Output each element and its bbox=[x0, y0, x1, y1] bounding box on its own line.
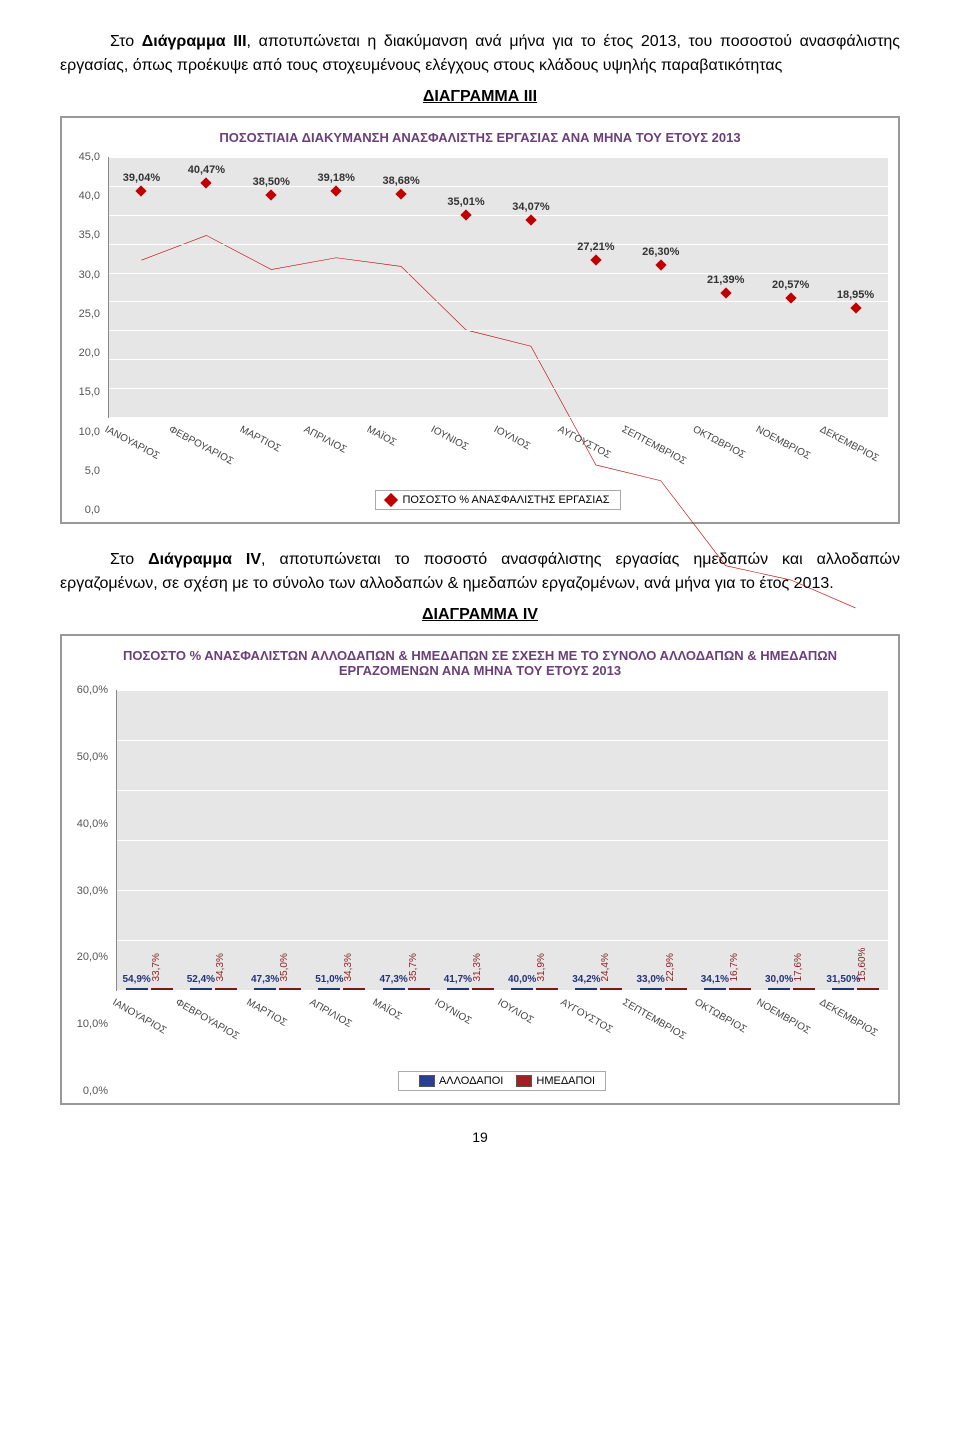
chart4-month-label: ΑΥΓΟΥΣΤΟΣ bbox=[564, 997, 627, 1067]
chart4-legend-swatch-1 bbox=[419, 1075, 435, 1087]
chart3-value-label: 39,04% bbox=[123, 172, 160, 184]
chart4-bar1-label: 41,7% bbox=[444, 974, 472, 985]
chart4-bar2-label: 33,7% bbox=[151, 953, 162, 981]
chart4-bar2-label: 17,6% bbox=[793, 953, 804, 981]
chart3-value-label: 18,95% bbox=[837, 288, 874, 300]
chart4-bar1-label: 54,9% bbox=[122, 974, 150, 985]
chart4-bar1-label: 47,3% bbox=[379, 974, 407, 985]
chart3-value-label: 40,47% bbox=[188, 164, 225, 176]
chart4-bar2-label: 31,9% bbox=[536, 953, 547, 981]
chart4-bar1-label: 33,0% bbox=[636, 974, 664, 985]
chart4-month-label: ΙΟΥΝΙΟΣ bbox=[438, 997, 501, 1067]
chart3-month-label: ΜΑΡΤΙΟΣ bbox=[243, 424, 307, 484]
chart4-month-label: ΟΚΤΩΒΡΙΟΣ bbox=[698, 997, 761, 1067]
chart4-legend: ΑΛΛΟΔΑΠΟΙ ΗΜΕΔΑΠΟΙ bbox=[116, 1071, 888, 1091]
chart3-month-label: ΔΕΚΕΜΒΡΙΟΣ bbox=[823, 424, 888, 484]
chart3-value-label: 26,30% bbox=[642, 246, 679, 258]
heading-chart3: ΔΙΑΓΡΑΜΜΑ III bbox=[423, 88, 537, 105]
p1-prefix: Στο bbox=[110, 33, 142, 50]
chart4-month-label: ΦΕΒΡΟΥΑΡΙΟΣ bbox=[179, 997, 250, 1067]
chart3-value-label: 34,07% bbox=[512, 201, 549, 213]
chart4-bar2-label: 24,4% bbox=[600, 953, 611, 981]
chart4-legend-label-1: ΑΛΛΟΔΑΠΟΙ bbox=[439, 1075, 503, 1087]
chart4-month-label: ΑΠΡΙΛΙΟΣ bbox=[313, 997, 376, 1067]
chart3-title: ΠΟΣΟΣΤΙΑΙΑ ΔΙΑΚΥΜΑΝΣΗ ΑΝΑΣΦΑΛΙΣΤΗΣ ΕΡΓΑΣ… bbox=[72, 130, 888, 145]
chart4-y-axis: 0,0%10,0%20,0%30,0%40,0%50,0%60,0% bbox=[68, 690, 112, 1091]
chart4-plot-area: 54,9%33,7%52,4%34,3%47,3%35,0%51,0%34,3%… bbox=[116, 690, 888, 991]
chart3-value-label: 27,21% bbox=[577, 241, 614, 253]
chart3-month-label: ΟΚΤΩΒΡΙΟΣ bbox=[696, 424, 760, 484]
chart3-x-axis: ΙΑΝΟΥΑΡΙΟΣΦΕΒΡΟΥΑΡΙΟΣΜΑΡΤΙΟΣΑΠΡΙΛΙΟΣΜΑΪΟ… bbox=[108, 424, 888, 484]
chart4-bar1-label: 31,50% bbox=[826, 974, 860, 985]
chart3-month-label: ΝΟΕΜΒΡΙΟΣ bbox=[759, 424, 823, 484]
chart4-container: ΠΟΣΟΣΤΟ % ΑΝΑΣΦΑΛΙΣΤΩΝ ΑΛΛΟΔΑΠΩΝ & ΗΜΕΔΑ… bbox=[60, 634, 900, 1105]
chart4-bar1-label: 51,0% bbox=[315, 974, 343, 985]
chart3-month-label: ΙΑΝΟΥΑΡΙΟΣ bbox=[108, 424, 172, 484]
chart4-bar1-label: 40,0% bbox=[508, 974, 536, 985]
chart4-legend-label-2: ΗΜΕΔΑΠΟΙ bbox=[536, 1075, 595, 1087]
chart4-month-label: ΣΕΠΤΕΜΒΡΙΟΣ bbox=[626, 997, 697, 1067]
chart3-month-label: ΜΑΪΟΣ bbox=[370, 424, 434, 484]
page-number: 19 bbox=[60, 1129, 900, 1145]
chart3-y-axis: 0,05,010,015,020,025,030,035,040,045,0 bbox=[68, 157, 104, 510]
chart4-bar2-label: 34,3% bbox=[343, 953, 354, 981]
chart4-legend-swatch-2 bbox=[516, 1075, 532, 1087]
chart3-month-label: ΑΠΡΙΛΙΟΣ bbox=[307, 424, 371, 484]
chart4-bar1-label: 34,1% bbox=[701, 974, 729, 985]
chart3-value-label: 38,50% bbox=[253, 175, 290, 187]
chart3-plot-area: 39,04% 40,47% 38,50% 39,18% 38,68% 35,01% 34,0… bbox=[108, 157, 888, 418]
chart3-container: ΠΟΣΟΣΤΙΑΙΑ ΔΙΑΚΥΜΑΝΣΗ ΑΝΑΣΦΑΛΙΣΤΗΣ ΕΡΓΑΣ… bbox=[60, 116, 900, 524]
p1-bold: Διάγραμμα ΙII bbox=[142, 33, 247, 50]
chart4-month-label: ΜΑΪΟΣ bbox=[376, 997, 439, 1067]
chart3-month-label: ΦΕΒΡΟΥΑΡΙΟΣ bbox=[172, 424, 243, 484]
chart3-month-label: ΑΥΓΟΥΣΤΟΣ bbox=[561, 424, 625, 484]
chart3-month-label: ΣΕΠΤΕΜΒΡΙΟΣ bbox=[625, 424, 696, 484]
chart3-month-label: ΙΟΥΛΙΟΣ bbox=[497, 424, 561, 484]
chart4-bar1-label: 34,2% bbox=[572, 974, 600, 985]
chart4-bar2-label: 35,0% bbox=[279, 953, 290, 981]
chart4-bar2-label: 34,3% bbox=[215, 953, 226, 981]
chart4-bar2-label: 31,3% bbox=[472, 953, 483, 981]
chart3-value-label: 21,39% bbox=[707, 274, 744, 286]
chart4-bar2-label: 22,9% bbox=[665, 953, 676, 981]
chart4-month-label: ΙΑΝΟΥΑΡΙΟΣ bbox=[116, 997, 179, 1067]
chart3-value-label: 35,01% bbox=[447, 196, 484, 208]
chart4-month-label: ΝΟΕΜΒΡΙΟΣ bbox=[760, 997, 823, 1067]
chart4-x-axis: ΙΑΝΟΥΑΡΙΟΣΦΕΒΡΟΥΑΡΙΟΣΜΑΡΤΙΟΣΑΠΡΙΛΙΟΣΜΑΪΟ… bbox=[116, 997, 888, 1067]
chart4-bar2-label: 15,60% bbox=[857, 948, 868, 982]
chart4-month-label: ΜΑΡΤΙΟΣ bbox=[250, 997, 313, 1067]
chart3-value-label: 39,18% bbox=[318, 171, 355, 183]
chart3-value-label: 38,68% bbox=[382, 174, 419, 186]
chart4-bar2-label: 35,7% bbox=[408, 953, 419, 981]
chart4-month-label: ΙΟΥΛΙΟΣ bbox=[501, 997, 564, 1067]
chart4-bar2-label: 16,7% bbox=[729, 953, 740, 981]
paragraph-chart3: Στο Διάγραμμα ΙII, αποτυπώνεται η διακύμ… bbox=[60, 30, 900, 78]
chart4-month-label: ΔΕΚΕΜΒΡΙΟΣ bbox=[823, 997, 888, 1067]
chart3-value-label: 20,57% bbox=[772, 279, 809, 291]
chart4-bar1-label: 30,0% bbox=[765, 974, 793, 985]
chart4-bar1-label: 47,3% bbox=[251, 974, 279, 985]
chart3-month-label: ΙΟΥΝΙΟΣ bbox=[434, 424, 498, 484]
chart4-bar1-label: 52,4% bbox=[187, 974, 215, 985]
